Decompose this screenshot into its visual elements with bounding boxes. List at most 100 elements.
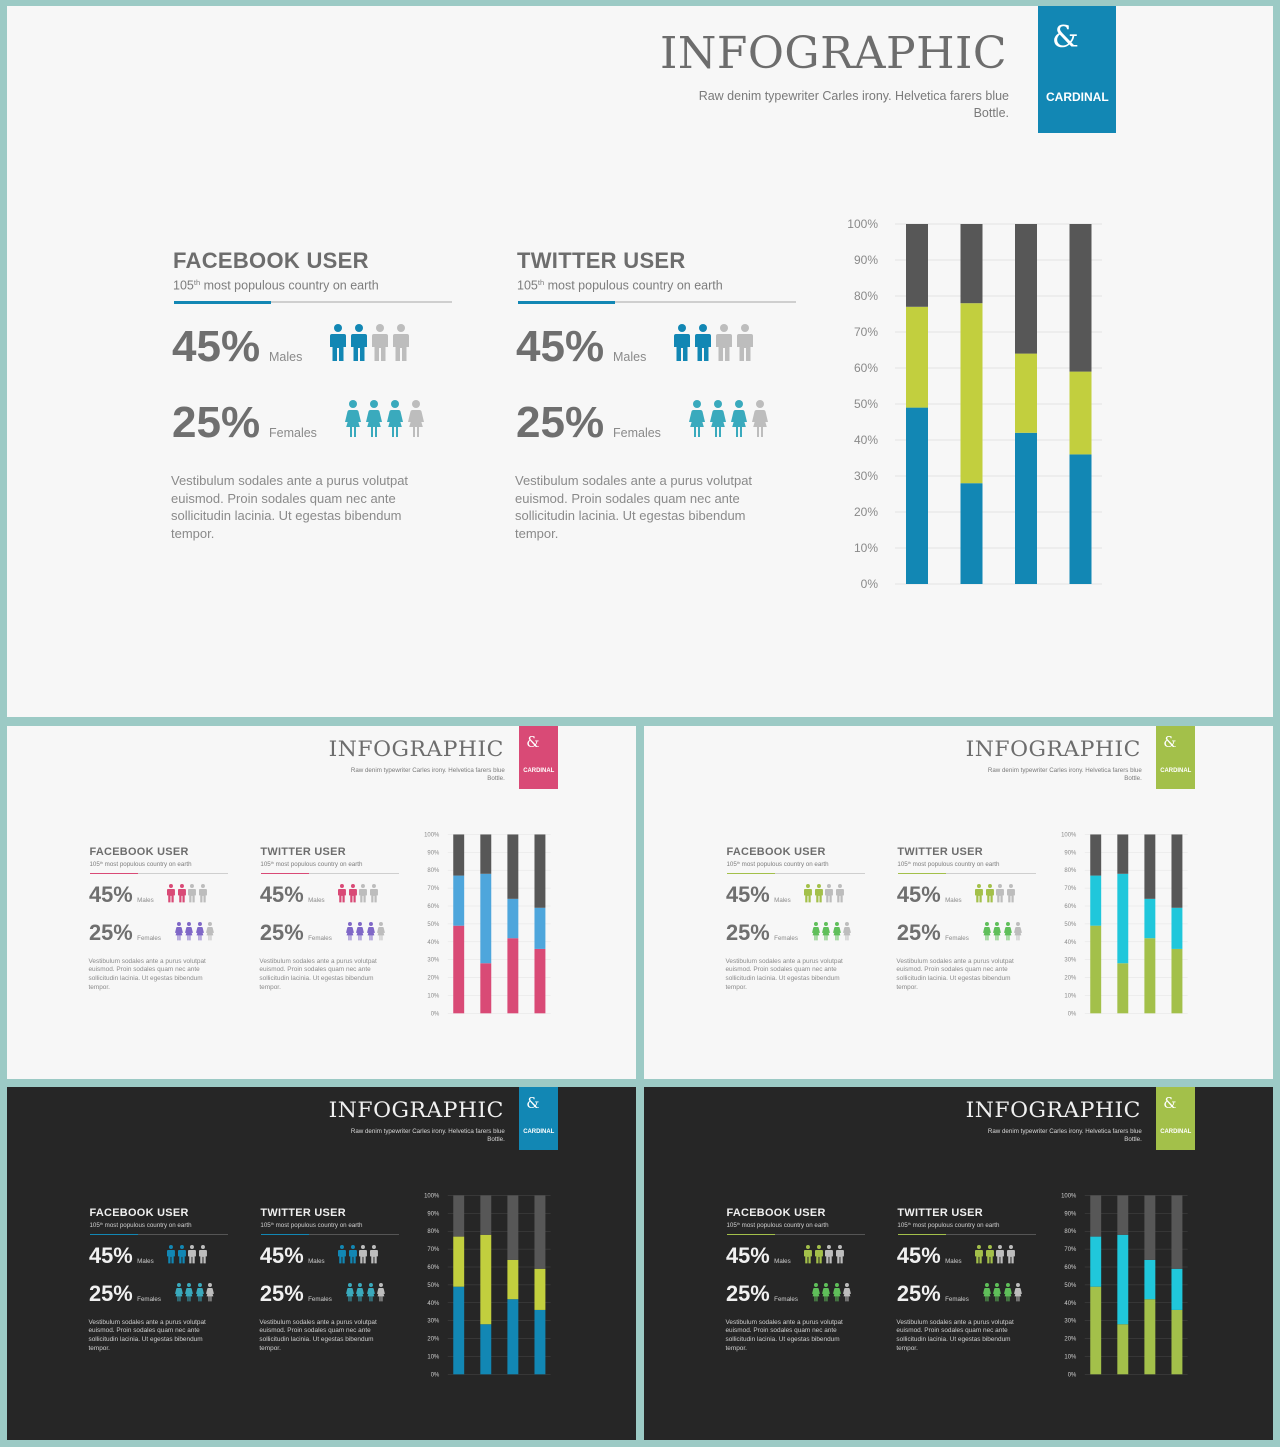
infographic-slide-5[interactable]: INFOGRAPHIC Raw denim typewriter Carles … bbox=[644, 1087, 1273, 1440]
male-person-icon bbox=[996, 883, 1005, 903]
bar-segment bbox=[453, 834, 465, 876]
y-tick-label: 50% bbox=[854, 397, 878, 411]
y-tick-label: 0% bbox=[431, 1372, 440, 1377]
bar-segment bbox=[1090, 1286, 1102, 1375]
male-person-icon bbox=[804, 1244, 813, 1264]
females-icons bbox=[345, 1282, 385, 1302]
bar-segment bbox=[1117, 1324, 1129, 1375]
males-percent: 45% bbox=[88, 882, 133, 907]
section-body: Vestibulum sodales ante a purus volutpat… bbox=[896, 957, 1014, 991]
y-tick-label: 0% bbox=[431, 1011, 440, 1016]
rank-text: most populous country on earth bbox=[741, 1222, 829, 1230]
female-person-icon bbox=[206, 921, 215, 941]
section-subtitle: 105th most populous country on earth bbox=[260, 861, 362, 868]
bar-segment bbox=[906, 306, 928, 408]
males-percent: 45% bbox=[725, 1243, 770, 1268]
males-percent: 45% bbox=[896, 882, 941, 907]
y-tick-label: 100% bbox=[425, 1193, 441, 1199]
bar-segment bbox=[480, 1234, 492, 1325]
badge-label: CARDINAL bbox=[523, 767, 555, 774]
bar-segment bbox=[1117, 1234, 1129, 1325]
female-person-icon bbox=[843, 1282, 852, 1302]
section-underline-accent bbox=[897, 872, 947, 875]
bar-segment bbox=[453, 1286, 465, 1375]
section-subtitle: 105th most populous country on earth bbox=[89, 1222, 191, 1229]
females-icons bbox=[811, 921, 852, 941]
y-tick-label: 90% bbox=[428, 1211, 441, 1217]
y-tick-label: 0% bbox=[1068, 1372, 1077, 1377]
section-subtitle: 105th most populous country on earth bbox=[173, 278, 379, 293]
slide-subtitle: Raw denim typewriter Carles irony. Helve… bbox=[987, 766, 1142, 783]
infographic-slide-2[interactable]: INFOGRAPHIC Raw denim typewriter Carles … bbox=[7, 726, 636, 1079]
females-label: Females bbox=[945, 934, 969, 942]
females-label: Females bbox=[269, 426, 317, 440]
infographic-slide-4[interactable]: INFOGRAPHIC Raw denim typewriter Carles … bbox=[7, 1087, 636, 1440]
rank-suffix: th bbox=[907, 861, 911, 866]
males-percent: 45% bbox=[259, 882, 304, 907]
bar-segment bbox=[507, 1195, 519, 1260]
female-person-icon bbox=[993, 921, 1002, 941]
section-underline-accent bbox=[897, 1233, 947, 1236]
bar-segment bbox=[507, 1299, 519, 1375]
female-person-icon bbox=[993, 1282, 1002, 1302]
infographic-slide-1[interactable]: INFOGRAPHIC Raw denim typewriter Carles … bbox=[7, 6, 1273, 717]
males-percent: 45% bbox=[725, 882, 770, 907]
females-icons bbox=[811, 1282, 852, 1302]
female-person-icon bbox=[811, 1282, 820, 1302]
females-percent: 25% bbox=[88, 1280, 133, 1306]
males-label: Males bbox=[774, 1257, 791, 1265]
bar-segment bbox=[534, 834, 546, 908]
bar-segment bbox=[534, 1309, 546, 1375]
y-tick-label: 50% bbox=[428, 1283, 441, 1289]
y-tick-label: 100% bbox=[847, 217, 878, 231]
section-title: FACEBOOK USER bbox=[726, 846, 826, 859]
section-title: FACEBOOK USER bbox=[89, 846, 189, 859]
females-percent: 25% bbox=[516, 398, 605, 447]
bar-segment bbox=[1090, 875, 1102, 926]
male-person-icon bbox=[372, 324, 388, 361]
bar-segment bbox=[1144, 938, 1156, 1014]
males-percent: 45% bbox=[259, 1243, 304, 1268]
male-person-icon bbox=[330, 324, 346, 361]
female-person-icon bbox=[356, 921, 365, 941]
y-tick-label: 20% bbox=[1065, 1336, 1078, 1342]
infographic-slide-3[interactable]: INFOGRAPHIC Raw denim typewriter Carles … bbox=[644, 726, 1273, 1079]
section-underline-accent bbox=[260, 872, 310, 875]
bar-segment bbox=[1144, 1195, 1156, 1260]
rank-number: 105 bbox=[89, 861, 100, 869]
bar-segment bbox=[453, 875, 465, 926]
stacked-bar-chart: 0% 10% 20% 30% 40% 50% 60% 70% 80% 90% 100% bbox=[847, 217, 1102, 591]
slide-subtitle: Raw denim typewriter Carles irony. Helve… bbox=[698, 89, 1009, 120]
male-person-icon bbox=[348, 883, 357, 903]
section-body: Vestibulum sodales ante a purus volutpat… bbox=[515, 473, 753, 541]
males-icons bbox=[804, 1244, 844, 1264]
section-underline-accent bbox=[726, 1233, 776, 1236]
y-tick-label: 40% bbox=[1065, 940, 1078, 946]
slide-title: INFOGRAPHIC bbox=[965, 736, 1141, 762]
rank-number: 105 bbox=[260, 861, 271, 869]
female-person-icon bbox=[387, 400, 403, 437]
female-person-icon bbox=[366, 1282, 375, 1302]
males-icons bbox=[330, 324, 409, 362]
bar-segment bbox=[534, 1268, 546, 1310]
section-body: Vestibulum sodales ante a purus volutpat… bbox=[171, 473, 409, 541]
bar-segment bbox=[480, 873, 492, 964]
females-label: Females bbox=[137, 934, 161, 942]
y-tick-label: 70% bbox=[428, 1247, 441, 1253]
males-label: Males bbox=[137, 1257, 154, 1265]
stacked-bar-chart: 0% 10% 20% 30% 40% 50% 60% 70% 80% 90% 100% bbox=[1062, 1193, 1189, 1378]
y-tick-label: 60% bbox=[854, 361, 878, 375]
female-person-icon bbox=[1003, 921, 1012, 941]
male-person-icon bbox=[835, 883, 844, 903]
females-percent: 25% bbox=[88, 919, 133, 945]
female-person-icon bbox=[377, 1282, 385, 1302]
female-person-icon bbox=[206, 1282, 215, 1302]
bar-segment bbox=[1090, 925, 1102, 1014]
section-subtitle: 105th most populous country on earth bbox=[260, 1222, 362, 1229]
males-icons bbox=[338, 1244, 378, 1264]
males-label: Males bbox=[137, 896, 154, 904]
slide-title: INFOGRAPHIC bbox=[328, 1097, 504, 1123]
y-tick-label: 100% bbox=[425, 832, 441, 838]
male-person-icon bbox=[393, 324, 409, 361]
y-tick-label: 20% bbox=[428, 1336, 441, 1342]
